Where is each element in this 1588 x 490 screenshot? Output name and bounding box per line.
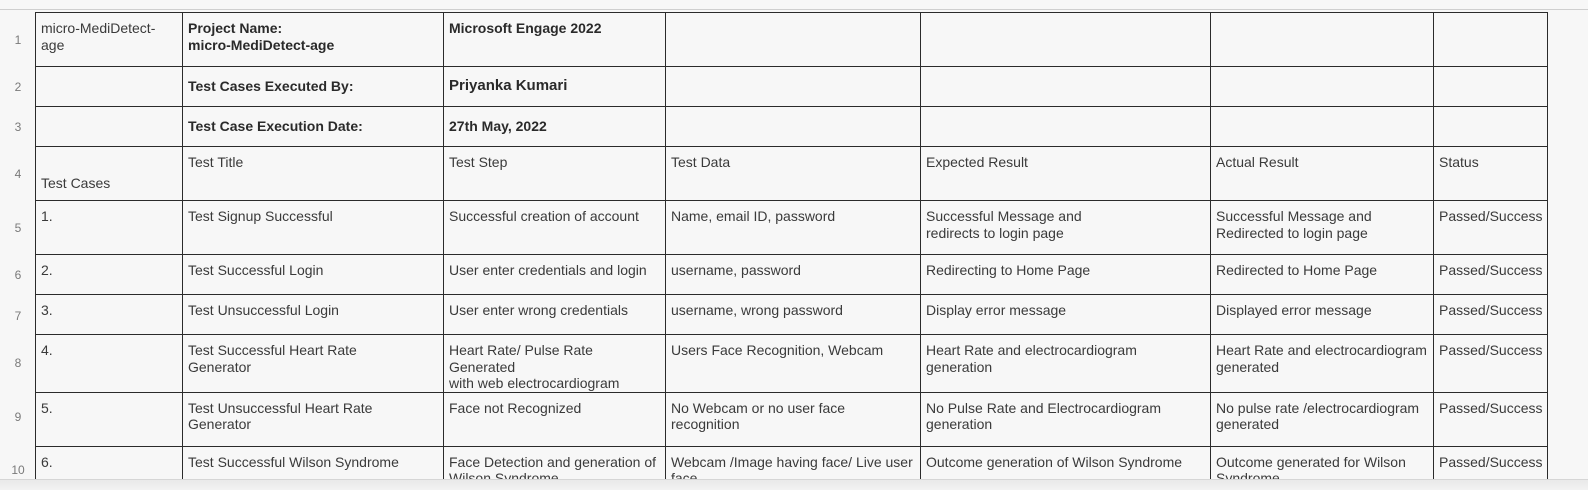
cell[interactable]: username, wrong password — [665, 294, 921, 335]
row-number[interactable]: 9 — [14, 410, 22, 424]
cell[interactable]: No Pulse Rate and Electrocardiogram gene… — [920, 391, 1211, 447]
cell[interactable]: No pulse rate /electrocardiogram generat… — [1210, 391, 1434, 447]
cell[interactable] — [665, 106, 921, 147]
cell[interactable]: Users Face Recognition, Webcam — [665, 334, 921, 393]
cell[interactable]: Test Unsuccessful Login — [182, 294, 444, 335]
cell[interactable]: Priyanka Kumari — [443, 66, 666, 107]
cell[interactable]: 1. — [35, 200, 183, 255]
cell[interactable]: 4. — [35, 334, 183, 393]
horizontal-scroll-area[interactable] — [0, 479, 1588, 490]
column-header-row: Test Cases Test Title Test Step Test Dat… — [35, 146, 1548, 201]
cell[interactable]: Passed/Success — [1433, 294, 1548, 335]
table-row: 3. Test Unsuccessful Login User enter wr… — [35, 294, 1548, 335]
cell[interactable] — [920, 12, 1211, 67]
cell[interactable]: Test Signup Successful — [182, 200, 444, 255]
cell[interactable] — [1433, 66, 1548, 107]
cell[interactable]: User enter wrong credentials — [443, 294, 666, 335]
column-header-test-cases[interactable]: Test Cases — [35, 146, 183, 201]
table-row: 4. Test Successful Heart Rate Generator … — [35, 334, 1548, 393]
cell[interactable] — [665, 12, 921, 67]
cell[interactable]: 2. — [35, 254, 183, 295]
cell[interactable]: Microsoft Engage 2022 — [443, 12, 666, 67]
cell[interactable]: Face not Recognized — [443, 391, 666, 447]
cell[interactable]: 27th May, 2022 — [443, 106, 666, 147]
cell[interactable]: Display error message — [920, 294, 1211, 335]
cell[interactable] — [35, 106, 183, 147]
cell[interactable]: No Webcam or no user face recognition — [665, 391, 921, 447]
column-header-test-data[interactable]: Test Data — [665, 146, 921, 201]
cell[interactable]: Heart Rate and electrocardiogram generat… — [1210, 334, 1434, 393]
column-header-expected-result[interactable]: Expected Result — [920, 146, 1211, 201]
cell[interactable]: Passed/Success — [1433, 334, 1548, 393]
cell[interactable] — [1210, 106, 1434, 147]
cell[interactable]: micro-MediDetect-age — [35, 12, 183, 67]
cell[interactable]: 5. — [35, 391, 183, 447]
cell[interactable] — [920, 106, 1211, 147]
cell[interactable] — [665, 66, 921, 107]
row-number[interactable]: 10 — [11, 463, 25, 477]
row-number[interactable]: 4 — [14, 167, 22, 181]
row-number[interactable]: 2 — [14, 80, 22, 94]
header-row: Test Cases Executed By: Priyanka Kumari — [35, 66, 1548, 107]
cell[interactable] — [1433, 106, 1548, 147]
cell[interactable]: Test Successful Login — [182, 254, 444, 295]
header-row: Test Case Execution Date: 27th May, 2022 — [35, 106, 1548, 147]
cell[interactable] — [1210, 66, 1434, 107]
row-number[interactable]: 7 — [14, 309, 22, 323]
cell[interactable]: Passed/Success — [1433, 391, 1548, 447]
table-row: 2. Test Successful Login User enter cred… — [35, 254, 1548, 295]
row-number[interactable]: 5 — [14, 221, 22, 235]
cell[interactable]: 3. — [35, 294, 183, 335]
top-divider — [0, 9, 1588, 10]
cell[interactable]: Outcome generated for Wilson Syndrome — [1210, 445, 1434, 490]
cell[interactable]: Name, email ID, password — [665, 200, 921, 255]
cell[interactable]: Passed/Success — [1433, 254, 1548, 295]
cell[interactable] — [1433, 12, 1548, 67]
cell[interactable]: username, password — [665, 254, 921, 295]
column-header-test-title[interactable]: Test Title — [182, 146, 444, 201]
header-row: micro-MediDetect-age Project Name: micro… — [35, 12, 1548, 67]
cell[interactable]: Heart Rate/ Pulse Rate Generated with we… — [443, 334, 666, 393]
column-header-status[interactable]: Status — [1433, 146, 1548, 201]
row-number[interactable]: 8 — [14, 356, 22, 370]
cell[interactable]: Successful creation of account — [443, 200, 666, 255]
cell[interactable]: Outcome generation of Wilson Syndrome — [920, 445, 1211, 490]
row-number[interactable]: 3 — [14, 120, 22, 134]
cell[interactable]: Displayed error message — [1210, 294, 1434, 335]
cell[interactable]: Redirected to Home Page — [1210, 254, 1434, 295]
cell[interactable]: Redirecting to Home Page — [920, 254, 1211, 295]
cell[interactable]: Successful Message and Redirected to log… — [1210, 200, 1434, 255]
cell[interactable] — [1210, 12, 1434, 67]
table-row: 1. Test Signup Successful Successful cre… — [35, 200, 1548, 255]
row-number[interactable]: 6 — [14, 268, 22, 282]
cell[interactable] — [920, 66, 1211, 107]
cell[interactable] — [35, 66, 183, 107]
cell[interactable]: Test Cases Executed By: — [182, 66, 444, 107]
cell[interactable]: User enter credentials and login — [443, 254, 666, 295]
column-header-actual-result[interactable]: Actual Result — [1210, 146, 1434, 201]
table-row: 5. Test Unsuccessful Heart Rate Generato… — [35, 391, 1548, 447]
cell[interactable]: Test Case Execution Date: — [182, 106, 444, 147]
cell[interactable]: Test Successful Heart Rate Generator — [182, 334, 444, 393]
column-header-test-step[interactable]: Test Step — [443, 146, 666, 201]
cell[interactable]: Heart Rate and electrocardiogram generat… — [920, 334, 1211, 393]
cell[interactable]: Successful Message and redirects to logi… — [920, 200, 1211, 255]
cell[interactable]: Passed/Success — [1433, 200, 1548, 255]
test-case-table: micro-MediDetect-age Project Name: micro… — [35, 12, 1548, 490]
row-number[interactable]: 1 — [14, 33, 22, 47]
cell[interactable]: Test Unsuccessful Heart Rate Generator — [182, 391, 444, 447]
cell[interactable]: Project Name: micro-MediDetect-age — [182, 12, 444, 67]
